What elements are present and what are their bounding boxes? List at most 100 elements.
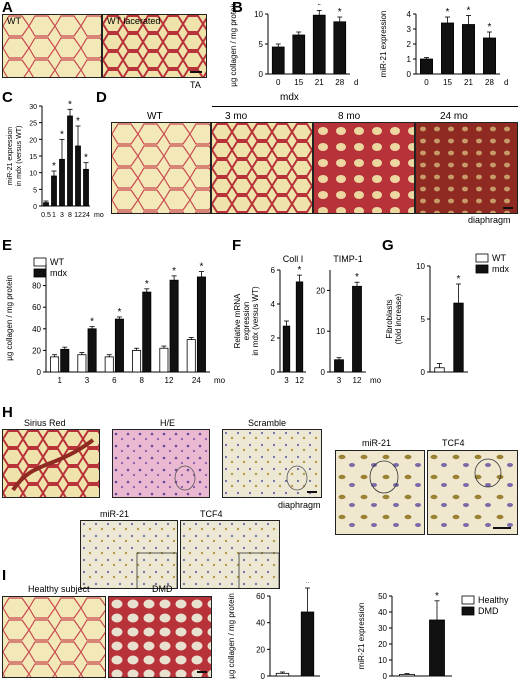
x-tick-label: 0.5 [41,212,51,219]
y-tick-label: 0 [321,368,326,377]
label-healthy-subject: Healthy subject [28,584,90,594]
label-d-wt: WT [147,111,163,122]
x-tick-label: 24 [82,212,90,219]
significance-star: * [84,153,88,164]
y-axis-label: in mdx (versus WT) [16,126,23,187]
y-tick-label: 30 [29,104,37,111]
chart-title: Coll I [283,254,304,264]
y-tick-label: 0 [383,672,388,681]
chart-svg: 0 5 10 15 20 25 30 miR-21 expression in mdx (ver… [7,99,104,219]
significance-star: * [172,266,176,277]
chart-title: TIMP-1 [333,254,363,264]
y-tick-label: 4 [271,300,276,309]
bar [429,619,445,677]
y-tick-label: 20 [316,286,325,295]
chart-mir21-laceration: 0 1 2 3 4 miR-21 expression 0 15 * 21 * 28 * d [378,4,518,90]
x-tick-label: 21 [315,78,324,87]
panel-label-c: C [2,89,13,106]
chart-collagen-mdx: 0 20 40 60 80 µg collagen / mg protein 1 3 * 6 * 8 *… [4,250,226,390]
label-sirius-red: Sirius Red [24,418,66,428]
bar [83,168,89,207]
bar-wt [132,350,142,373]
bar [434,367,445,373]
y-tick-label: 5 [259,40,264,49]
y-axis-label: expression [242,302,251,341]
legend-swatch [33,257,47,267]
tissue-label-h-diaphragm: diaphragm [278,500,321,510]
group-label-mdx: mdx [280,92,299,103]
y-tick-label: 0 [407,70,412,79]
bar [275,672,290,677]
y-tick-label: 0 [33,204,37,211]
bar-wt [186,339,196,373]
significance-star: * [60,129,64,140]
label-h-mir21: miR-21 [100,509,130,519]
y-tick-label: 20 [29,137,37,144]
bar [399,674,415,677]
significance-star: * [457,274,461,285]
x-axis-label: mo [94,212,104,219]
bar [312,14,326,75]
micrograph-sirius-red [2,429,100,498]
significance-star: * [488,22,492,33]
label-d-24mo: 24 mo [440,111,468,122]
panel-label-d: D [96,89,107,106]
y-tick-label: 40 [32,325,41,334]
y-tick-label: 40 [256,619,265,628]
label-zoom-tcf4: TCF4 [442,438,465,448]
bar-mdx [196,276,206,373]
significance-star: * [145,279,149,290]
scale-bar [307,491,317,493]
micrograph-zoom-tcf4 [427,450,518,535]
bar-mdx [114,318,124,373]
chart-mir21-mdx: 0 5 10 15 20 25 30 miR-21 expression in mdx (ver… [4,99,104,232]
label-scramble: Scramble [248,418,287,428]
significance-star: * [467,6,471,17]
panel-label-h: H [2,404,13,421]
y-tick-label: 6 [271,266,276,275]
chart-svg: 0 1 2 3 4 miR-21 expression 0 15 * 21 * 28 * d [379,6,508,88]
x-tick-label: 8 [139,376,144,385]
bar-mdx [169,279,179,373]
y-axis-label: miR-21 expression [379,11,388,78]
y-tick-label: 10 [378,656,387,665]
y-tick-label: 10 [29,171,37,178]
x-tick-label: 12 [74,212,82,219]
bar [462,24,475,75]
micrograph-wt: WT [2,14,102,78]
y-tick-label: 10 [254,10,263,19]
chart-svg: 0 20 40 60 µg collagen / mg protein * [227,578,320,681]
legend-label: WT [492,253,506,263]
scale-bar [190,71,202,73]
label-h-tcf4: TCF4 [200,509,223,519]
y-tick-label: 30 [378,624,387,633]
x-axis-label: mo [214,376,226,385]
label-wt: WT [7,16,21,26]
y-tick-label: 2 [271,334,276,343]
legend-swatch [33,268,47,278]
x-tick-label: 3 [60,212,64,219]
x-tick-label: 3 [284,376,289,385]
panel-label-i: I [2,567,7,584]
legend-swatch [475,253,489,263]
significance-star: * [68,100,72,110]
x-tick-label: 6 [112,376,117,385]
y-axis-label: miR-21 expression [7,127,14,185]
y-axis-label: µg collagen / mg protein [229,4,238,87]
x-tick-label: 15 [443,78,452,87]
y-tick-label: 2 [407,40,412,49]
y-axis-label: in mdx (versus WT) [251,286,260,356]
y-tick-label: 1 [407,55,412,64]
y-tick-label: 20 [256,645,265,654]
legend-label: mdx [50,268,68,278]
bar [300,611,315,677]
significance-star: * [446,7,450,18]
micrograph-scramble [222,429,322,498]
y-tick-label: 0 [261,672,266,681]
y-tick-label: 50 [378,592,387,601]
x-tick-label: 1 [52,212,56,219]
bar [67,115,73,207]
legend-swatch [475,264,489,274]
